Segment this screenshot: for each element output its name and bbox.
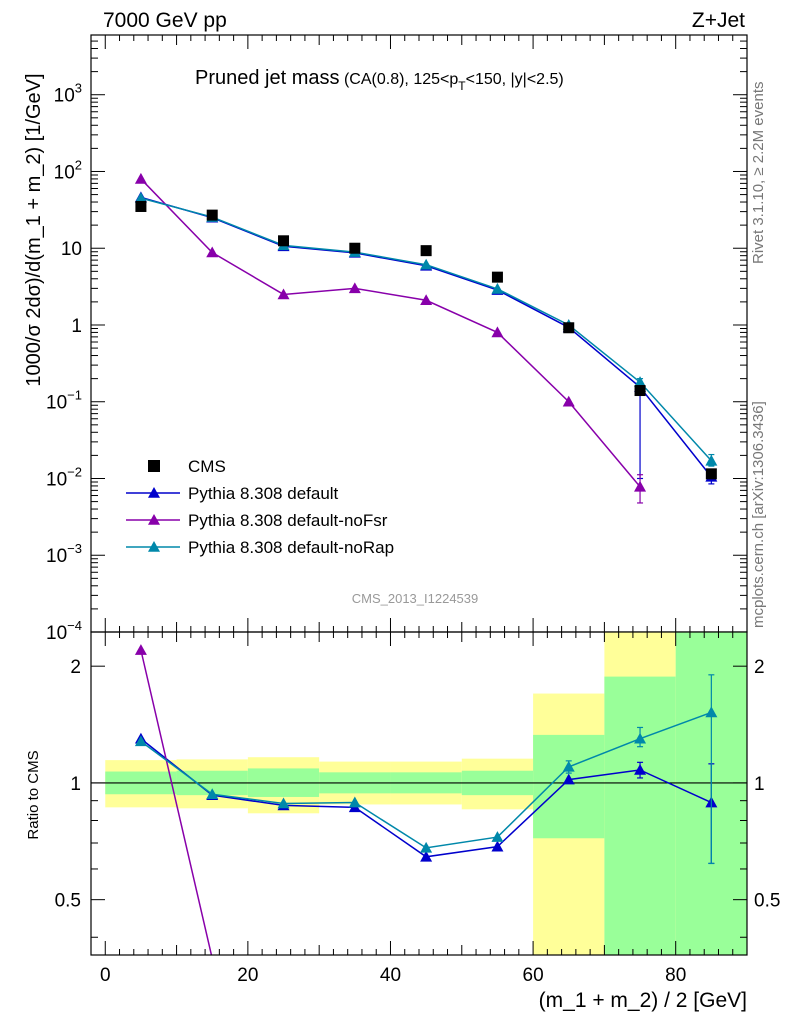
main-series	[134, 172, 718, 504]
data-point-pythia-8-308-default-norap	[420, 258, 433, 270]
data-point-cms	[206, 209, 218, 221]
ratio-y-tick-label: 2	[70, 657, 81, 678]
data-point-cms	[135, 200, 147, 212]
legend: CMS Pythia 8.308 default Pythia 8.308 defa…	[126, 457, 394, 557]
y-tick-label: 10−3	[46, 541, 82, 567]
ratio-y-tick-label: 0.5	[55, 891, 81, 912]
series-line-pythia-8-308-default-norap	[140, 197, 712, 462]
y-tick-label: 10−2	[46, 464, 82, 490]
legend-label: CMS	[188, 457, 226, 476]
data-point-pythia-8-308-default-nofsr	[491, 326, 504, 338]
data-point-cms	[491, 271, 503, 283]
ratio-point-pythia-8-308-default-norap	[705, 706, 718, 718]
series-pythia-8-308-default	[134, 191, 718, 485]
series-pythia-8-308-default-nofsr	[134, 172, 647, 504]
legend-item: Pythia 8.308 default-noFsr	[126, 511, 388, 530]
data-point-cms	[349, 242, 361, 254]
data-point-pythia-8-308-default-norap	[134, 192, 147, 203]
x-tick-label: 80	[665, 965, 686, 986]
legend-marker-triangle	[148, 541, 160, 552]
series-cms	[135, 200, 717, 480]
series-line-pythia-8-308-default	[140, 196, 712, 478]
data-point-cms	[420, 245, 432, 257]
ratio-point-pythia-8-308-default	[420, 850, 433, 862]
ratio-point-pythia-8-308-default-norap	[134, 735, 147, 747]
data-point-pythia-8-308-default-norap	[634, 376, 647, 387]
ratio-y-tick-label-right: 2	[754, 657, 765, 678]
y-tick-label: 103	[54, 81, 82, 107]
legend-label: Pythia 8.308 default	[188, 484, 339, 503]
ratio-point-pythia-8-308-default	[634, 763, 647, 775]
y-tick-label: 10−1	[46, 388, 82, 414]
series-line-pythia-8-308-default-nofsr	[140, 178, 641, 488]
legend-label: Pythia 8.308 default-noRap	[188, 538, 394, 557]
ratio-series-pythia-8-308-default-nofsr	[134, 644, 213, 955]
ratio-point-pythia-8-308-default-nofsr	[134, 644, 147, 655]
ratio-series-pythia-8-308-default-norap	[134, 674, 718, 865]
watermark: CMS_2013_I1224539	[352, 591, 479, 606]
y-tick-label: 102	[54, 157, 82, 183]
legend-marker-triangle	[148, 514, 160, 525]
y-tick-label: 10−4	[46, 618, 82, 644]
data-point-pythia-8-308-default-norap	[491, 282, 504, 294]
data-point-pythia-8-308-default-nofsr	[348, 282, 361, 294]
ratio-series	[134, 644, 718, 955]
legend-marker-square	[148, 460, 160, 472]
data-point-cms	[634, 385, 646, 397]
ratio-point-pythia-8-308-default-norap	[420, 841, 433, 853]
y-tick-label: 10	[61, 239, 82, 260]
ratio-line-pythia-8-308-default-nofsr	[140, 649, 213, 955]
data-point-pythia-8-308-default-norap	[705, 454, 718, 466]
data-point-cms	[563, 322, 575, 334]
ratio-point-pythia-8-308-default	[491, 840, 504, 852]
chart-title-main: Pruned jet mass	[195, 67, 340, 89]
legend-item: Pythia 8.308 default	[126, 484, 339, 503]
ratio-point-pythia-8-308-default-norap	[206, 788, 219, 800]
series-pythia-8-308-default-norap	[134, 192, 718, 467]
x-axis-label: (m_1 + m_2) / 2 [GeV]	[539, 989, 747, 1012]
legend-item: CMS	[148, 457, 226, 476]
process-label: Z+Jet	[692, 9, 745, 32]
y-tick-label: 1	[71, 316, 82, 337]
mcplots-label: mcplots.cern.ch [arXiv:1306.3436]	[750, 401, 767, 628]
legend-item: Pythia 8.308 default-noRap	[126, 538, 394, 557]
chart-title-sub: (CA(0.8), 125<pT<150, |y|<2.5)	[344, 71, 564, 93]
data-point-pythia-8-308-default-nofsr	[634, 480, 647, 492]
ratio-point-pythia-8-308-default-norap	[277, 797, 290, 809]
legend-marker-triangle	[148, 487, 160, 498]
band-green-7	[604, 676, 676, 955]
main-panel: Pruned jet mass (CA(0.8), 125<pT<150, |y…	[23, 34, 748, 644]
ratio-panel: Ratio to CMS (m_1 + m_2) / 2 [GeV] 0 20 40…	[25, 631, 780, 1012]
chart-title: Pruned jet mass (CA(0.8), 125<pT<150, |y…	[195, 67, 564, 93]
ratio-y-axis-label: Ratio to CMS	[25, 750, 42, 839]
ratio-y-tick-label-right: 1	[754, 774, 765, 795]
data-point-cms	[705, 468, 717, 480]
ratio-plot-frame	[90, 631, 748, 956]
rivet-version-label: Rivet 3.1.10, ≥ 2.2M events	[750, 82, 767, 265]
x-tick-label: 60	[523, 965, 544, 986]
ratio-point-pythia-8-308-default-norap	[634, 732, 647, 744]
ratio-y-tick-label-right: 0.5	[754, 891, 780, 912]
ratio-point-pythia-8-308-default-norap	[562, 760, 575, 772]
ratio-point-pythia-8-308-default-norap	[348, 796, 361, 808]
ratio-y-tick-label: 1	[70, 774, 81, 795]
data-point-cms	[278, 235, 290, 247]
legend-label: Pythia 8.308 default-noFsr	[188, 511, 388, 530]
main-y-axis-label: 1000/σ 2dσ)/d(m_1 + m_2) [1/GeV]	[23, 73, 45, 386]
band-green-6	[533, 734, 605, 839]
x-tick-label: 20	[237, 965, 258, 986]
energy-label: 7000 GeV pp	[103, 9, 227, 32]
ratio-point-pythia-8-308-default	[562, 773, 575, 785]
data-point-pythia-8-308-default-nofsr	[420, 294, 433, 306]
data-point-pythia-8-308-default-nofsr	[206, 246, 219, 258]
x-tick-label: 40	[380, 965, 401, 986]
uncertainty-bands	[105, 632, 747, 955]
data-point-pythia-8-308-default-nofsr	[277, 288, 290, 300]
data-point-pythia-8-308-default-nofsr	[134, 172, 147, 184]
x-tick-label: 0	[100, 965, 111, 986]
ratio-point-pythia-8-308-default-norap	[491, 831, 504, 842]
data-point-pythia-8-308-default-nofsr	[562, 395, 575, 407]
